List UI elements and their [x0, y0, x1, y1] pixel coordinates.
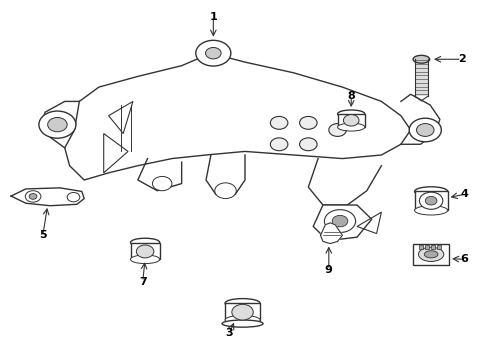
- Text: 6: 6: [460, 254, 468, 264]
- Text: 9: 9: [325, 265, 333, 275]
- Text: 8: 8: [347, 91, 355, 101]
- Ellipse shape: [225, 315, 260, 325]
- Bar: [225, 303, 260, 320]
- Ellipse shape: [338, 123, 365, 131]
- Ellipse shape: [338, 110, 365, 118]
- Circle shape: [270, 138, 288, 151]
- Circle shape: [419, 192, 443, 209]
- Bar: [130, 243, 160, 259]
- Circle shape: [299, 116, 317, 129]
- Ellipse shape: [415, 206, 448, 215]
- Circle shape: [39, 111, 76, 138]
- Circle shape: [332, 215, 348, 227]
- Circle shape: [215, 183, 236, 199]
- Text: 2: 2: [458, 54, 466, 64]
- Ellipse shape: [424, 251, 438, 258]
- Circle shape: [299, 138, 317, 151]
- Bar: [431, 245, 435, 249]
- Polygon shape: [320, 223, 343, 244]
- Bar: [415, 192, 448, 210]
- Ellipse shape: [225, 298, 260, 308]
- Ellipse shape: [418, 247, 444, 261]
- Bar: [338, 114, 365, 127]
- Circle shape: [136, 245, 154, 258]
- Text: 1: 1: [209, 13, 217, 22]
- Text: 4: 4: [460, 189, 468, 199]
- Circle shape: [67, 193, 80, 202]
- Polygon shape: [11, 188, 84, 206]
- Bar: [415, 59, 428, 96]
- Text: 3: 3: [225, 328, 233, 338]
- Ellipse shape: [130, 255, 160, 264]
- Text: 7: 7: [139, 277, 147, 287]
- Bar: [437, 245, 441, 249]
- Circle shape: [324, 210, 356, 233]
- Circle shape: [425, 197, 437, 205]
- Text: 5: 5: [39, 230, 47, 240]
- Ellipse shape: [413, 55, 430, 63]
- Circle shape: [25, 191, 41, 202]
- Circle shape: [409, 118, 441, 142]
- Polygon shape: [65, 53, 411, 180]
- Circle shape: [343, 114, 359, 126]
- Circle shape: [29, 194, 37, 199]
- Circle shape: [329, 123, 346, 136]
- Circle shape: [196, 40, 231, 66]
- Circle shape: [152, 176, 172, 191]
- Circle shape: [48, 117, 67, 132]
- Bar: [425, 245, 429, 249]
- Circle shape: [416, 123, 434, 136]
- Ellipse shape: [130, 238, 160, 247]
- Circle shape: [205, 48, 221, 59]
- Circle shape: [232, 304, 253, 320]
- Bar: [419, 245, 423, 249]
- Ellipse shape: [415, 187, 448, 196]
- Ellipse shape: [222, 320, 263, 327]
- Bar: [413, 244, 449, 265]
- Polygon shape: [313, 205, 372, 241]
- Circle shape: [270, 116, 288, 129]
